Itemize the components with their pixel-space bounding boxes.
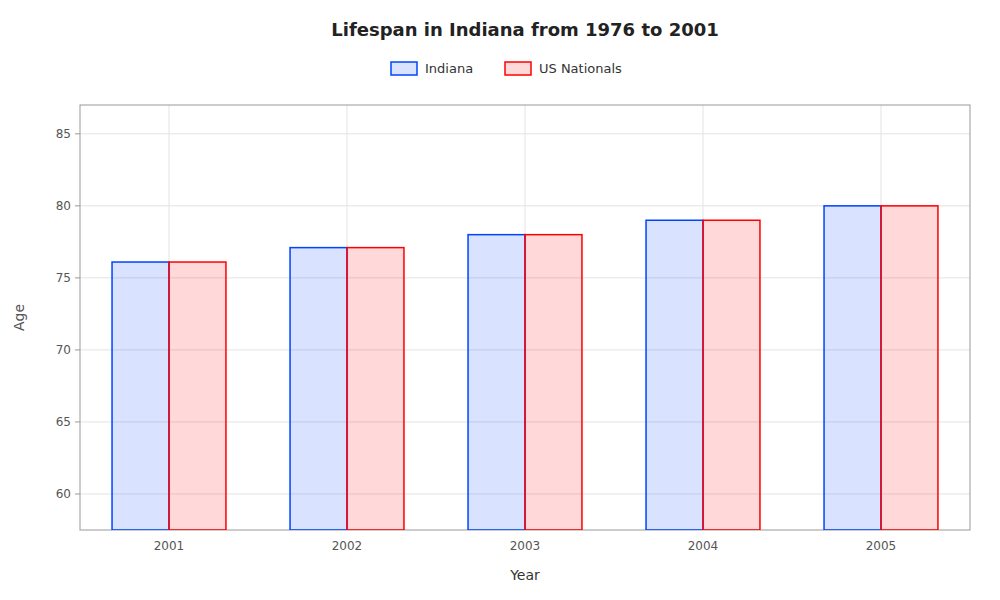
title: Lifespan in Indiana from 1976 to 2001 <box>331 19 719 40</box>
legend: Indiana US Nationals <box>391 61 622 76</box>
tick-label: 80 <box>56 199 71 213</box>
bar <box>881 206 938 530</box>
tick-label: 2004 <box>688 539 719 553</box>
y-axis-label: Age <box>11 304 27 331</box>
tick <box>75 493 80 494</box>
tick <box>75 421 80 422</box>
bar <box>468 235 525 530</box>
tick <box>75 277 80 278</box>
tick-label: 2002 <box>332 539 363 553</box>
tick-label: 2003 <box>510 539 541 553</box>
bar <box>347 248 404 530</box>
tick-label: 65 <box>56 415 71 429</box>
legend-swatch <box>505 62 531 75</box>
tick-label: 60 <box>56 487 71 501</box>
tick <box>75 133 80 134</box>
legend-label: Indiana <box>425 61 473 76</box>
legend-label: US Nationals <box>539 61 622 76</box>
bar <box>169 262 226 530</box>
tick-label: 2001 <box>154 539 185 553</box>
tick-label: 75 <box>56 271 71 285</box>
legend-swatch <box>391 62 417 75</box>
tick-label: 85 <box>56 127 71 141</box>
tick <box>75 349 80 350</box>
bars <box>112 206 938 530</box>
tick-label: 70 <box>56 343 71 357</box>
plot-frame <box>80 105 970 530</box>
bar <box>525 235 582 530</box>
bar <box>824 206 881 530</box>
x-axis-label: Year <box>509 567 540 583</box>
chart: 60 65 70 75 80 85 2001 2002 2003 2004 2005 Lifespan… <box>0 0 1000 600</box>
bar <box>290 248 347 530</box>
bar <box>703 220 760 530</box>
tick <box>75 205 80 206</box>
bar <box>646 220 703 530</box>
tick-label: 2005 <box>866 539 897 553</box>
bar <box>112 262 169 530</box>
